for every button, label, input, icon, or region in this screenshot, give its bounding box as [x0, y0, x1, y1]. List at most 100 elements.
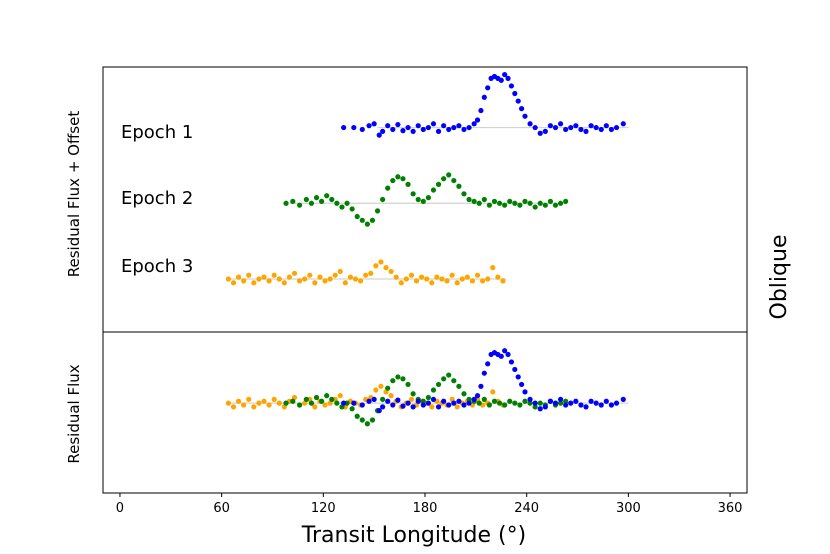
residual-epoch-1-point	[461, 402, 467, 408]
residual-epoch-1-point	[410, 404, 416, 410]
epoch-3-point	[286, 274, 293, 280]
epoch-3-point	[276, 276, 282, 282]
x-tick-label: 360	[718, 501, 743, 516]
epoch-1-point	[405, 124, 411, 131]
epoch-3-point	[413, 278, 420, 284]
residual-epoch-1-point	[400, 403, 406, 409]
epoch-3-point	[378, 259, 384, 265]
residual-epoch-1-point	[451, 400, 457, 406]
epoch-1-point	[593, 124, 599, 131]
residual-epoch-2-point	[405, 381, 411, 388]
epoch-1-point	[515, 98, 521, 104]
epoch-2-point	[542, 202, 548, 208]
residual-epoch-1-point	[512, 366, 518, 373]
residual-epoch-1-point	[415, 398, 421, 404]
epoch-2-point	[319, 198, 325, 204]
residual-epoch-2-point	[324, 393, 330, 399]
residual-epoch-2-point	[283, 400, 289, 406]
epoch-3-point	[241, 278, 247, 284]
epoch-2-point	[359, 217, 365, 223]
epoch-1-point	[542, 128, 548, 134]
epoch-3-point	[464, 274, 470, 280]
epoch-3-point	[368, 270, 374, 276]
residual-epoch-3-point	[378, 383, 384, 389]
x-tick-label: 60	[213, 501, 230, 516]
residual-epoch-3-point	[266, 402, 272, 408]
epoch-3-point	[408, 272, 415, 278]
residual-epoch-1-point	[568, 400, 574, 406]
residual-epoch-3-point	[322, 402, 328, 408]
residual-panel: Residual Flux	[65, 331, 748, 494]
epoch-3-point	[307, 272, 313, 278]
residual-epoch-1-point	[395, 397, 401, 403]
epoch-1-point	[613, 124, 620, 131]
residual-epoch-1-point	[380, 404, 386, 410]
epoch-1-point	[508, 83, 515, 89]
residual-epoch-3-point	[241, 402, 247, 408]
residual-panel-frame	[102, 331, 748, 494]
epoch-2-point	[303, 196, 309, 203]
residual-epoch-1-point	[441, 398, 447, 404]
residual-epoch-1-point	[563, 402, 569, 408]
epoch-1-point	[620, 121, 626, 127]
epoch-2-point	[557, 200, 564, 206]
residual-epoch-2-point	[425, 394, 431, 401]
epoch-3-label: Epoch 3	[121, 256, 193, 277]
x-tick-label: 120	[311, 501, 336, 516]
epoch-2-point	[395, 174, 401, 180]
residual-epoch-1-point	[527, 396, 533, 402]
epoch-1-point	[481, 94, 487, 100]
epoch-1-point	[461, 126, 467, 133]
epoch-1-point	[435, 128, 442, 134]
residual-epoch-1-point	[519, 381, 525, 388]
epoch-2-point	[354, 213, 360, 220]
epoch-2-point	[344, 200, 350, 206]
residual-epoch-3-point	[230, 404, 237, 410]
residual-epoch-3-point	[256, 400, 262, 406]
residual-epoch-3-point	[276, 400, 282, 406]
epoch-2-point	[339, 204, 345, 210]
epoch-3-point	[373, 263, 379, 269]
epoch-1-point	[351, 124, 357, 131]
residual-epoch-1-point	[405, 400, 411, 406]
offset-panel-ylabel: Residual Flux + Offset	[65, 111, 83, 278]
residual-epoch-2-point	[486, 402, 492, 408]
epoch-2-point	[547, 198, 554, 204]
epoch-1-point	[430, 121, 437, 127]
epoch-2-point	[410, 191, 416, 197]
offset-panel-points	[225, 71, 626, 286]
epoch-3-point	[266, 278, 272, 284]
x-tick-label: 300	[616, 501, 641, 516]
residual-epoch-1-point	[430, 396, 437, 402]
residual-epoch-1-point	[620, 396, 626, 402]
residual-epoch-2-point	[496, 400, 503, 406]
epoch-2-point	[466, 196, 472, 203]
epoch-1-point	[410, 128, 416, 134]
epoch-2-point	[563, 198, 569, 204]
epoch-3-point	[419, 274, 425, 280]
epoch-3-point	[393, 274, 399, 280]
epoch-3-point	[225, 276, 232, 282]
residual-epoch-2-point	[517, 402, 523, 408]
epoch-3-point	[291, 270, 298, 276]
epoch-3-point	[429, 280, 435, 286]
epoch-1-point	[485, 85, 491, 91]
epoch-3-point	[302, 276, 308, 282]
epoch-2-point	[405, 181, 411, 187]
residual-epoch-1-point	[522, 389, 528, 395]
residual-epoch-1-point	[456, 398, 462, 404]
epoch-1-point	[568, 124, 574, 131]
residual-epoch-2-point	[537, 400, 543, 406]
epoch-3-point	[347, 274, 354, 280]
residual-epoch-1-point	[598, 402, 604, 408]
epoch-2-point	[441, 176, 447, 182]
epoch-2-point	[537, 200, 543, 206]
residual-epoch-1-point	[508, 359, 515, 365]
epoch-3-point	[424, 276, 430, 282]
residual-epoch-1-point	[474, 393, 481, 399]
residual-epoch-2-point	[456, 383, 462, 389]
epoch-1-point	[385, 123, 391, 129]
epoch-1-point	[519, 106, 525, 112]
epoch-2-point	[380, 196, 386, 203]
epoch-1-point	[578, 126, 584, 133]
